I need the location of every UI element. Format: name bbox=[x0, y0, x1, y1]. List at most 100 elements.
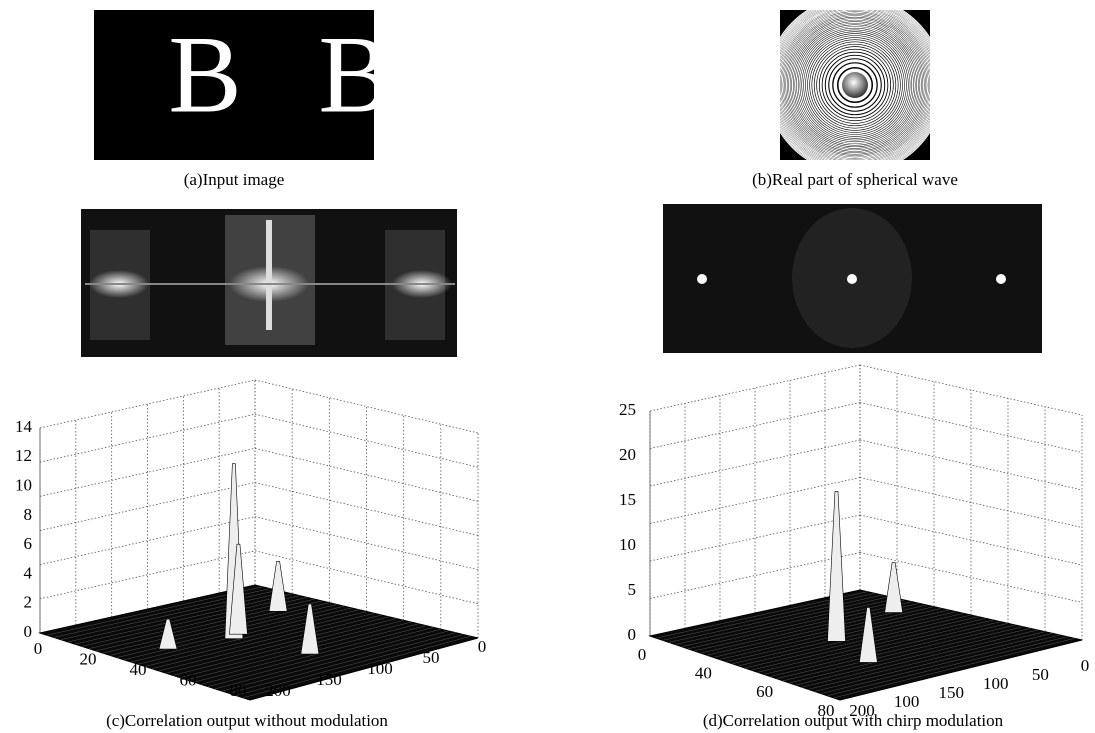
ring bbox=[833, 63, 877, 107]
mesh bbox=[228, 632, 456, 694]
y-tick-label: 150 bbox=[938, 683, 964, 702]
peak bbox=[268, 561, 288, 612]
mesh bbox=[200, 625, 427, 685]
mesh bbox=[814, 633, 1053, 692]
ring bbox=[805, 35, 905, 135]
z-tick-label: 15 bbox=[619, 490, 636, 509]
mesh bbox=[782, 624, 1016, 682]
ring bbox=[785, 15, 925, 155]
ring bbox=[791, 21, 919, 149]
grid-line bbox=[649, 402, 861, 449]
mesh bbox=[738, 613, 964, 667]
surface-plot: 0 5 10 15 20 25 0 40 60 80 200 100 150 100 50 0 bbox=[619, 364, 1090, 720]
mesh bbox=[137, 609, 360, 665]
x-tick-label: 20 bbox=[80, 649, 97, 668]
z-tick-label: 14 bbox=[15, 417, 33, 436]
grid-line bbox=[859, 364, 1083, 416]
mesh bbox=[795, 628, 1031, 686]
grid-line bbox=[649, 552, 861, 599]
ring bbox=[783, 13, 927, 157]
x-tick-label: 40 bbox=[695, 664, 712, 683]
z-tick-label: 4 bbox=[24, 563, 33, 582]
y-tick-label: 100 bbox=[983, 674, 1009, 693]
bright-spots bbox=[85, 215, 455, 345]
ring bbox=[800, 30, 910, 140]
z-tick-label: 5 bbox=[628, 580, 637, 599]
mesh bbox=[820, 634, 1060, 694]
ring bbox=[788, 18, 922, 152]
ring bbox=[817, 47, 893, 123]
grid-line bbox=[649, 364, 861, 412]
mesh bbox=[242, 635, 471, 699]
ring bbox=[829, 59, 881, 111]
y-tick-label: 200 bbox=[849, 701, 875, 720]
y-tick-label: 100 bbox=[894, 692, 920, 711]
mesh bbox=[694, 601, 912, 652]
mesh bbox=[827, 636, 1068, 696]
ring bbox=[796, 26, 914, 144]
mesh bbox=[668, 594, 883, 643]
mesh bbox=[801, 629, 1038, 688]
y-tick-label: 0 bbox=[1081, 656, 1090, 675]
caption: (d)Correlation output with chirp modulat… bbox=[703, 711, 1004, 730]
peak bbox=[229, 543, 248, 635]
z-tick-label: 10 bbox=[619, 535, 636, 554]
z-tick-label: 20 bbox=[619, 445, 636, 464]
ring bbox=[809, 39, 901, 131]
ring bbox=[825, 55, 885, 115]
grid-line bbox=[859, 402, 1083, 453]
mesh bbox=[763, 619, 994, 675]
letter: B bbox=[168, 13, 241, 135]
input-image bbox=[94, 10, 374, 160]
ring bbox=[781, 11, 929, 159]
peak bbox=[158, 618, 178, 650]
ring bbox=[838, 68, 872, 102]
ring bbox=[787, 17, 923, 153]
mesh bbox=[74, 593, 293, 645]
mesh bbox=[776, 623, 1009, 679]
mesh bbox=[744, 614, 972, 669]
ring bbox=[803, 33, 907, 137]
grid-line bbox=[859, 552, 1083, 603]
mesh bbox=[144, 611, 367, 667]
surface-plot: 0 2 4 6 8 10 12 14 0 20 40 60 80 200 150 100 50 0 bbox=[15, 379, 487, 701]
ring bbox=[790, 20, 920, 150]
mesh bbox=[158, 614, 382, 672]
y-tick-label: 0 bbox=[478, 637, 487, 656]
caption: (a)Input image bbox=[184, 170, 285, 189]
ring bbox=[819, 49, 891, 121]
mesh bbox=[833, 638, 1075, 699]
mesh bbox=[713, 606, 935, 658]
z-tick-label: 25 bbox=[619, 400, 636, 419]
ring bbox=[795, 25, 915, 145]
z-tick-label: 0 bbox=[628, 625, 637, 644]
peak bbox=[859, 607, 878, 663]
mesh bbox=[165, 616, 389, 674]
bright-spots bbox=[697, 208, 1006, 348]
ring bbox=[801, 31, 909, 139]
ring bbox=[780, 10, 930, 160]
peak bbox=[300, 603, 320, 655]
y-tick-label: 50 bbox=[1032, 665, 1049, 684]
mesh bbox=[235, 634, 464, 696]
z-tick-label: 10 bbox=[15, 475, 32, 494]
z-tick-label: 8 bbox=[24, 505, 33, 524]
surface bbox=[38, 584, 479, 701]
mesh bbox=[770, 621, 1001, 677]
peak bbox=[884, 562, 904, 613]
mesh bbox=[700, 603, 920, 654]
mesh bbox=[789, 626, 1023, 684]
z-tick-label: 0 bbox=[24, 622, 33, 641]
y-tick-label: 150 bbox=[316, 670, 342, 689]
z-tick-label: 12 bbox=[15, 446, 32, 465]
mesh bbox=[186, 621, 412, 681]
mesh bbox=[151, 613, 374, 669]
mesh bbox=[179, 620, 404, 678]
x-tick-label: 60 bbox=[756, 682, 773, 701]
mesh bbox=[214, 628, 441, 690]
z-tick-label: 6 bbox=[24, 534, 33, 553]
grid-line bbox=[859, 439, 1083, 491]
ring bbox=[793, 23, 917, 147]
